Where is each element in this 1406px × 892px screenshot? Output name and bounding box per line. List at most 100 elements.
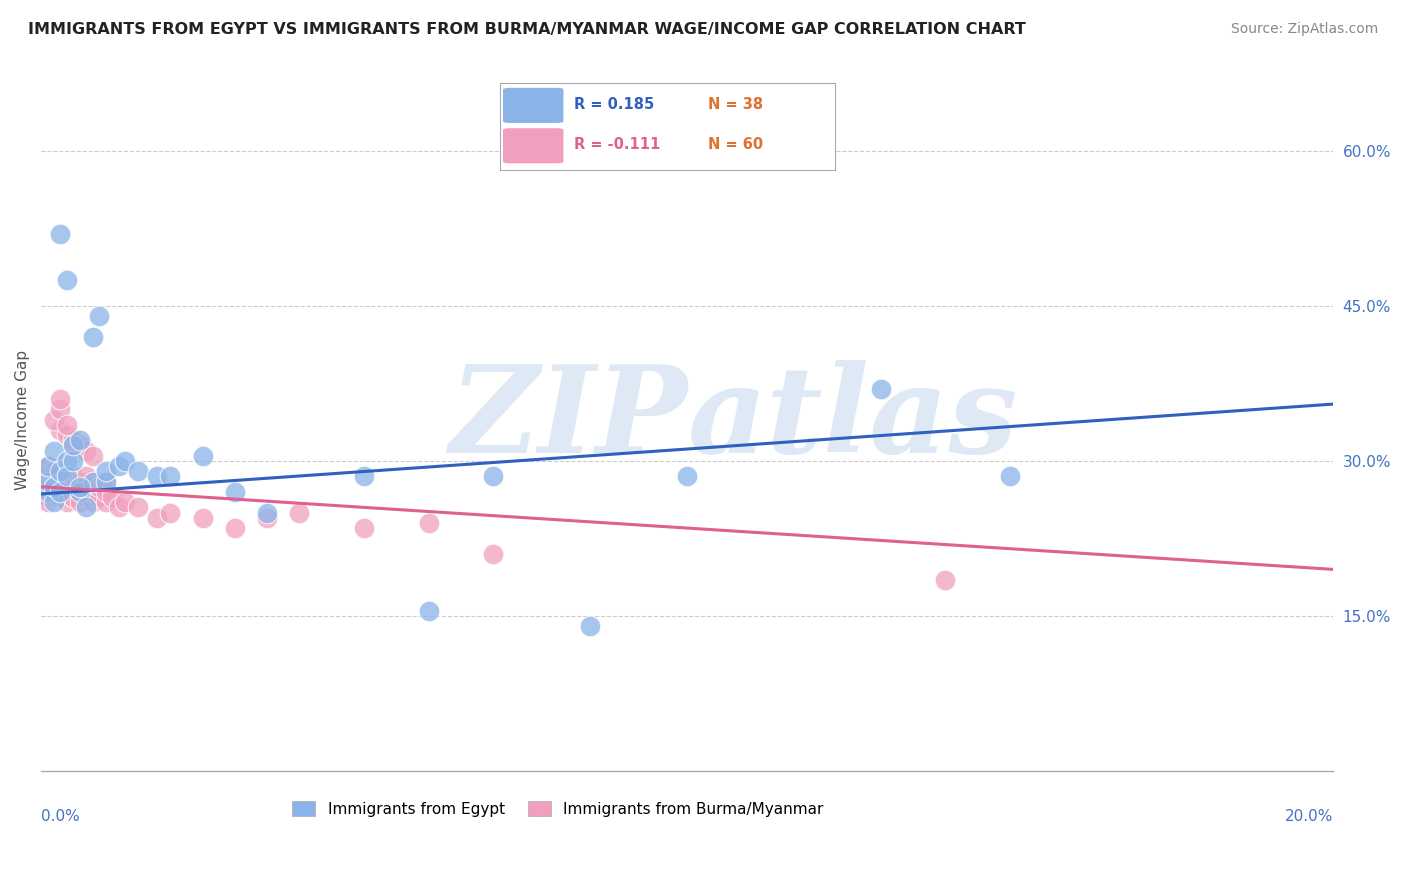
Point	[37, 475, 59, 489]
Point	[89, 480, 111, 494]
Point	[49, 392, 72, 406]
Text: 0.0%: 0.0%	[41, 809, 80, 824]
Point	[82, 330, 104, 344]
Point	[42, 495, 65, 509]
Point	[94, 484, 117, 499]
Point	[288, 506, 311, 520]
Point	[62, 438, 84, 452]
Text: ZIP: ZIP	[449, 360, 688, 479]
Point	[127, 464, 149, 478]
Point	[62, 480, 84, 494]
Point	[42, 464, 65, 478]
Point	[49, 402, 72, 417]
Point	[89, 310, 111, 324]
Point	[42, 443, 65, 458]
Point	[353, 521, 375, 535]
Point	[107, 459, 129, 474]
Point	[37, 495, 59, 509]
Point	[418, 516, 440, 530]
Point	[418, 604, 440, 618]
Point	[114, 495, 136, 509]
Point	[82, 449, 104, 463]
Y-axis label: Wage/Income Gap: Wage/Income Gap	[15, 350, 30, 490]
Point	[146, 510, 169, 524]
Point	[224, 521, 246, 535]
Point	[159, 469, 181, 483]
Point	[56, 495, 79, 509]
Point	[37, 484, 59, 499]
Point	[42, 490, 65, 504]
Point	[69, 438, 91, 452]
Point	[62, 469, 84, 483]
Point	[75, 500, 97, 515]
Point	[482, 547, 505, 561]
Point	[82, 484, 104, 499]
Text: atlas: atlas	[688, 360, 1018, 479]
Text: 20.0%: 20.0%	[1285, 809, 1333, 824]
Point	[75, 443, 97, 458]
Point	[49, 464, 72, 478]
Point	[42, 484, 65, 499]
Point	[56, 480, 79, 494]
Point	[49, 227, 72, 241]
Point	[114, 454, 136, 468]
Point	[224, 484, 246, 499]
Point	[49, 423, 72, 437]
Point	[69, 480, 91, 494]
Point	[82, 495, 104, 509]
Point	[37, 469, 59, 483]
Point	[42, 412, 65, 426]
Point	[69, 480, 91, 494]
Point	[75, 469, 97, 483]
Point	[94, 495, 117, 509]
Point	[42, 480, 65, 494]
Point	[146, 469, 169, 483]
Point	[69, 434, 91, 448]
Point	[37, 490, 59, 504]
Point	[69, 495, 91, 509]
Point	[49, 484, 72, 499]
Point	[62, 434, 84, 448]
Point	[869, 382, 891, 396]
Point	[37, 459, 59, 474]
Point	[56, 469, 79, 483]
Point	[191, 510, 214, 524]
Point	[934, 573, 956, 587]
Point	[42, 475, 65, 489]
Point	[75, 480, 97, 494]
Point	[62, 454, 84, 468]
Point	[42, 480, 65, 494]
Point	[62, 490, 84, 504]
Point	[579, 619, 602, 633]
Point	[256, 510, 278, 524]
Text: IMMIGRANTS FROM EGYPT VS IMMIGRANTS FROM BURMA/MYANMAR WAGE/INCOME GAP CORRELATI: IMMIGRANTS FROM EGYPT VS IMMIGRANTS FROM…	[28, 22, 1026, 37]
Point	[107, 500, 129, 515]
Point	[101, 490, 124, 504]
Point	[49, 480, 72, 494]
Point	[49, 469, 72, 483]
Point	[56, 417, 79, 432]
Legend: Immigrants from Egypt, Immigrants from Burma/Myanmar: Immigrants from Egypt, Immigrants from B…	[287, 795, 830, 822]
Point	[62, 490, 84, 504]
Point	[256, 506, 278, 520]
Point	[69, 475, 91, 489]
Point	[482, 469, 505, 483]
Point	[56, 454, 79, 468]
Point	[94, 475, 117, 489]
Point	[94, 475, 117, 489]
Point	[94, 464, 117, 478]
Point	[56, 273, 79, 287]
Point	[82, 475, 104, 489]
Point	[191, 449, 214, 463]
Point	[89, 490, 111, 504]
Point	[676, 469, 699, 483]
Point	[56, 428, 79, 442]
Point	[37, 480, 59, 494]
Point	[159, 506, 181, 520]
Point	[69, 484, 91, 499]
Point	[127, 500, 149, 515]
Point	[37, 459, 59, 474]
Point	[49, 490, 72, 504]
Point	[998, 469, 1021, 483]
Point	[49, 484, 72, 499]
